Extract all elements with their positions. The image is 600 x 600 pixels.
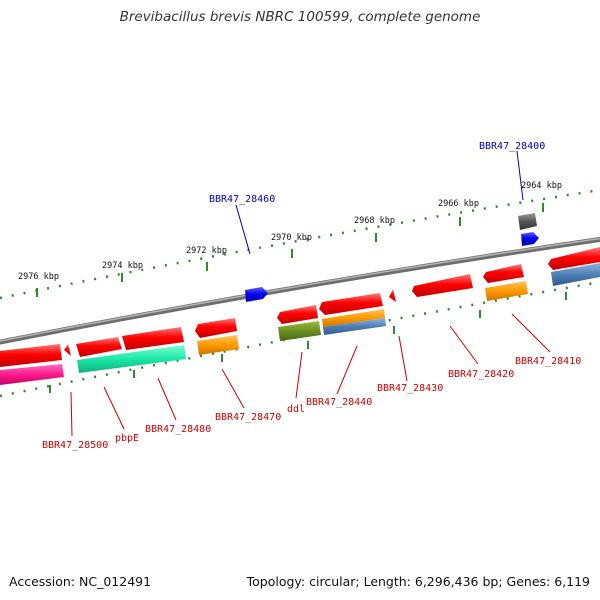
scale-label-2966: 2966 kbp — [438, 199, 479, 209]
gene-label-bbr47-28470: BBR47_28470 — [215, 412, 281, 423]
gene-box-pink[interactable] — [0, 364, 64, 385]
major-ticks-outer — [36, 203, 544, 297]
gene-arrow-bbr47-28420[interactable] — [412, 274, 473, 297]
gene-label-ddl: ddl — [287, 404, 305, 415]
genome-stats-text: Topology: circular; Length: 6,296,436 bp… — [246, 574, 590, 589]
gene-arrow-bbr47-28480[interactable] — [122, 327, 184, 350]
scale-label-2974: 2974 kbp — [102, 261, 143, 271]
gene-arrow-edge-right[interactable] — [548, 247, 600, 270]
scale-label-2976: 2976 kbp — [18, 272, 59, 282]
gene-label-bbr47-28420: BBR47_28420 — [448, 369, 514, 380]
scale-label-2972: 2972 kbp — [186, 246, 227, 256]
gene-label-bbr47-28410: BBR47_28410 — [515, 356, 581, 367]
outer-tick-ring — [0, 188, 600, 300]
gene-label-bbr47-28430: BBR47_28430 — [377, 383, 443, 394]
gene-arrow-bbr47-28410[interactable] — [483, 264, 524, 283]
major-ticks-inner — [49, 292, 567, 393]
gene-box-steel-right[interactable] — [551, 263, 600, 286]
leader-lines — [70, 150, 551, 437]
gene-arrow-ddl[interactable] — [277, 305, 318, 324]
gene-label-bbr47-28400: BBR47_28400 — [479, 141, 545, 152]
gene-arrow-bbr47-28470[interactable] — [195, 318, 237, 338]
gene-label-bbr47-28460: BBR47_28460 — [209, 194, 275, 205]
genome-backbone-highlight — [0, 237, 600, 342]
gene-arrow-bbr47-28440[interactable] — [319, 293, 383, 315]
map-title: Brevibacillus brevis NBRC 100599, comple… — [119, 9, 481, 25]
gene-arrow-pbpE[interactable] — [76, 337, 122, 357]
gene-label-bbr47-28500: BBR47_28500 — [42, 440, 108, 451]
gene-box-orange-28410[interactable] — [485, 281, 528, 301]
gene-label-pbpE: pbpE — [115, 433, 139, 444]
gene-arrow-bbr47-28430[interactable] — [389, 289, 396, 302]
gene-arrow-small-28500[interactable] — [64, 344, 71, 356]
gene-arrow-bbr47-28400[interactable] — [521, 232, 539, 246]
gene-label-bbr47-28480: BBR47_28480 — [145, 424, 211, 435]
gene-label-bbr47-28440: BBR47_28440 — [306, 397, 372, 408]
gene-box-orange-28470[interactable] — [197, 335, 239, 355]
accession-text: Accession: NC_012491 — [9, 574, 152, 589]
scale-label-2970: 2970 kbp — [271, 233, 312, 243]
gene-box-olive-ddl[interactable] — [278, 321, 321, 341]
scale-label-2968: 2968 kbp — [354, 216, 395, 226]
gene-box-orange-28440[interactable] — [322, 309, 385, 327]
inner-tick-ring — [0, 280, 600, 398]
gene-box-steel-28440[interactable] — [323, 318, 386, 335]
gene-arrow-bbr47-28460[interactable] — [245, 287, 268, 302]
gene-arrow-bbr47-28500[interactable] — [0, 344, 62, 367]
scale-label-2964: 2964 kbp — [521, 181, 562, 191]
gene-arrow-bbr47-28400-gray[interactable] — [518, 213, 537, 230]
gene-box-teal[interactable] — [77, 345, 186, 373]
genome-backbone — [0, 236, 600, 345]
